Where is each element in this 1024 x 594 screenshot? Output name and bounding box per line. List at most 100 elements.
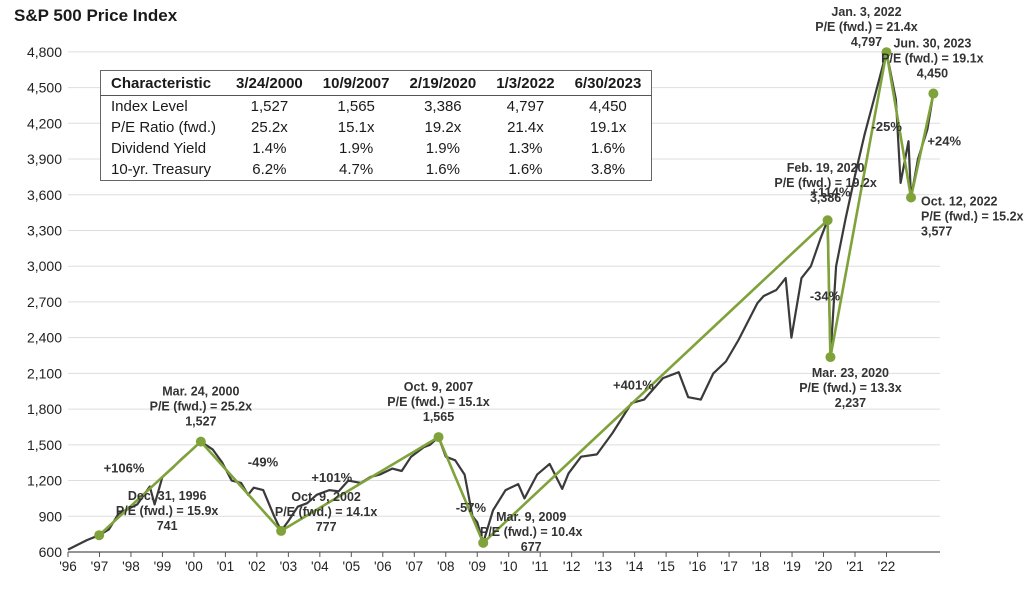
y-tick-label: 1,500 [27,437,62,453]
move-label: -57% [456,500,487,515]
table-cell: 21.4x [507,119,544,136]
table-cell: Dividend Yield [111,140,207,157]
turning-point-pe: P/E (fwd.) = 15.2x [921,209,1024,223]
y-tick-label: 1,200 [27,473,62,489]
x-tick-label: '02 [248,559,266,574]
turning-point-value: 3,577 [921,224,952,238]
y-tick-label: 600 [39,544,63,560]
table-row: P/E Ratio (fwd.) 25.2x 15.1x 19.2x 21.4x 19.1… [101,117,652,138]
y-tick-label: 2,100 [27,365,62,381]
x-tick-label: '09 [468,559,486,574]
table-column-header: 2/19/2020 [409,75,477,92]
y-tick-label: 3,900 [27,151,62,167]
x-tick-label: '20 [815,559,833,574]
turning-point-pe: P/E (fwd.) = 13.3x [799,381,902,395]
turning-point-value: 777 [316,520,337,534]
turning-point-pe: P/E (fwd.) = 25.2x [150,400,253,414]
turning-point-marker [94,530,105,541]
turning-point-value: 1,565 [423,410,454,424]
move-label: -49% [248,454,279,469]
chart-title: S&P 500 Price Index [14,6,178,25]
turning-point-marker [822,215,833,226]
y-tick-label: 4,200 [27,115,62,131]
x-tick-label: '19 [783,559,801,574]
x-tick-label: '07 [405,559,423,574]
y-tick-label: 4,800 [27,44,62,60]
turning-point-date: Mar. 24, 2000 [162,385,239,399]
turning-point-value: 4,797 [851,35,882,49]
turning-point-pe: P/E (fwd.) = 14.1x [275,505,378,519]
move-label: +106% [104,460,145,475]
table-cell: 1,527 [250,98,289,115]
x-tick-label: '11 [532,559,549,574]
turning-point-pe: P/E (fwd.) = 21.4x [815,20,918,34]
x-tick-label: '12 [563,559,581,574]
turning-point-date: Mar. 23, 2020 [812,366,889,380]
table-column-header: 10/9/2007 [322,75,390,92]
turning-point-marker [928,88,939,99]
turning-point-marker [906,192,917,203]
x-tick-label: '22 [878,559,896,574]
table-row: Dividend Yield 1.4% 1.9% 1.9% 1.3% 1.6% [101,138,652,159]
table-cell: 1.6% [590,140,626,157]
turning-point-date: Mar. 9, 2009 [496,510,566,524]
y-tick-label: 2,400 [27,330,62,346]
table-cell: 1,565 [337,98,375,115]
x-tick-label: '97 [91,559,109,574]
turning-point-marker [478,537,489,548]
table-cell: 4,450 [589,98,627,115]
x-tick-label: '17 [720,559,738,574]
turning-point-marker [195,436,206,447]
x-tick-label: '04 [311,559,329,574]
y-tick-label: 3,300 [27,222,62,238]
turning-point-date: Oct. 12, 2022 [921,194,997,208]
x-tick-label: '16 [689,559,707,574]
characteristics-table: Characteristic 3/24/2000 10/9/2007 2/19/202… [100,70,653,181]
table-column-header: 3/24/2000 [236,75,303,92]
table-column-header: 1/3/2022 [496,75,555,92]
turning-point-date: Oct. 9, 2002 [291,490,361,504]
turning-point-marker [825,352,836,363]
table-column-header: Characteristic [111,75,212,92]
x-tick-label: '10 [500,559,518,574]
move-label: +101% [311,470,352,485]
turning-point-date: Dec. 31, 1996 [128,489,207,503]
x-tick-label: '00 [185,559,203,574]
table-cell: 6.2% [252,161,287,178]
turning-point-marker [276,525,287,536]
trend-lines [98,50,935,545]
table-cell: 19.1x [589,119,627,136]
x-tick-label: '98 [122,559,140,574]
turning-point-date: Oct. 9, 2007 [404,380,474,394]
table-header-row: Characteristic 3/24/2000 10/9/2007 2/19/202… [100,71,652,96]
move-label: -25% [872,119,903,134]
turning-point-date: Jan. 3, 2022 [831,5,901,19]
move-label: +114% [810,185,851,200]
table-cell: 1.9% [339,140,374,157]
turning-point-pe: P/E (fwd.) = 19.1x [881,52,984,66]
x-tick-label: '18 [752,559,770,574]
move-label: +401% [613,378,654,393]
y-tick-label: 2,700 [27,294,62,310]
y-tick-label: 3,600 [27,187,62,203]
turning-point-pe: P/E (fwd.) = 19.2x [774,176,877,190]
turning-point-marker [881,47,892,58]
turning-point-value: 677 [521,540,542,554]
turning-point-marker [433,432,444,443]
move-label: +24% [927,134,961,149]
turning-point-value: 3,386 [810,191,841,205]
table-cell: Index Level [111,98,188,115]
table-cell: P/E Ratio (fwd.) [111,119,217,136]
table-cell: 19.2x [424,119,462,136]
turning-point-value: 4,450 [917,67,948,81]
turning-point-date: Feb. 19, 2020 [787,161,865,175]
table-cell: 4,797 [506,98,545,115]
table-cell: 4.7% [339,161,374,178]
y-tick-label: 1,800 [27,401,62,417]
table-cell: 3,386 [424,98,462,115]
table-cell: 1.3% [508,140,543,157]
x-tick-label: '13 [594,559,612,574]
x-tick-label: '06 [374,559,392,574]
y-tick-label: 3,000 [27,258,62,274]
